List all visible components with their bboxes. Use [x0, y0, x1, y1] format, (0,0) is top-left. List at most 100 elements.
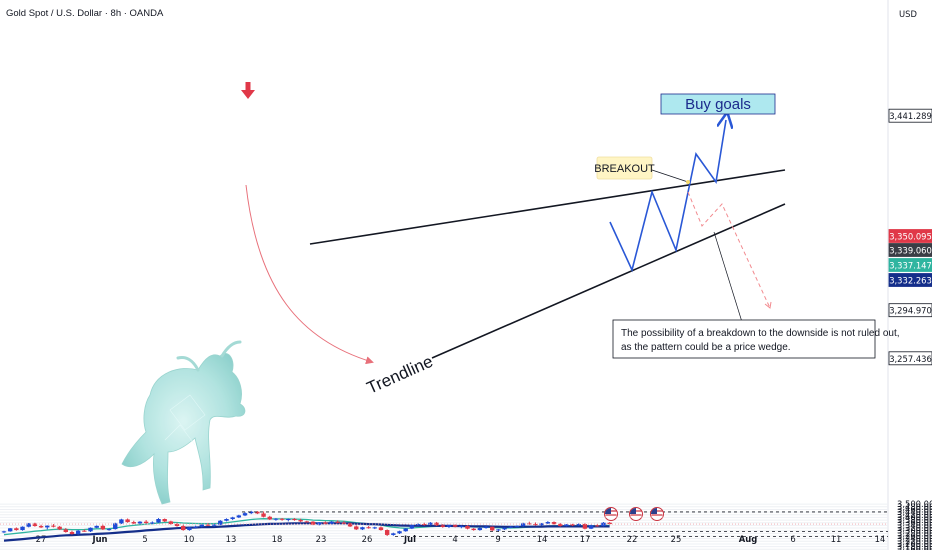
candle-body: [502, 527, 507, 530]
candle-body: [403, 528, 408, 532]
y-axis-ticks: 3,140.0003,160.0003,180.0003,200.0003,22…: [897, 499, 932, 550]
candle-body: [236, 515, 242, 518]
x-tick-label: 9: [495, 534, 500, 544]
event-flags[interactable]: [604, 507, 664, 521]
breakdown-note-box[interactable]: [612, 319, 876, 359]
flag-us-icon[interactable]: [629, 507, 643, 521]
candle-body: [273, 518, 279, 520]
price-label-pill: [888, 273, 932, 287]
flag-us-icon[interactable]: [604, 507, 618, 521]
price-labels: 3,441.289 3,350.095 3,339.060 3,337.147 3,33…: [888, 108, 932, 366]
note-pointer: [713, 231, 743, 323]
candle-body: [527, 523, 532, 525]
y-tick-label: 3,460.000: [897, 504, 932, 514]
x-tick-label: 11: [831, 534, 842, 544]
price-label-text: 3,337.147: [889, 261, 932, 271]
wedge-upper-line[interactable]: [309, 169, 786, 245]
y-tick-label: 3,280.000: [897, 528, 932, 538]
candle-body: [354, 526, 359, 530]
candle-body: [397, 531, 402, 534]
price-label-text: 3,257.436: [889, 354, 932, 364]
candle-body: [261, 513, 266, 517]
candle-body: [292, 519, 297, 521]
candle-body: [446, 525, 452, 527]
candle-body: [224, 519, 229, 521]
candle-body: [211, 524, 217, 526]
candle-body: [100, 525, 106, 530]
candle-body: [63, 529, 68, 533]
candle-body: [514, 526, 520, 528]
price-label-text: 3,339.060: [889, 246, 932, 256]
flag-us-icon[interactable]: [650, 507, 664, 521]
candle-body: [582, 524, 588, 529]
y-tick-label: 3,360.000: [897, 518, 932, 528]
y-tick-label: 3,240.000: [897, 534, 932, 544]
y-tick-label: 3,400.000: [897, 512, 932, 522]
y-tick-label: 3,140.000: [897, 547, 932, 550]
price-label-text: 3,294.970: [889, 306, 932, 316]
breakout-label: BREAKOUT: [594, 163, 655, 175]
candle-body: [378, 527, 384, 531]
breakout-callout[interactable]: [596, 156, 653, 180]
candle-body: [539, 523, 544, 526]
candle-body: [490, 526, 495, 531]
candle-body: [452, 525, 458, 527]
price-label-text: 3,332.263: [889, 276, 932, 286]
candle-body: [249, 511, 254, 514]
candle-body: [335, 521, 340, 523]
drop-curve-arrow: [245, 184, 374, 365]
y-tick-label: 3,220.000: [897, 536, 932, 546]
candle-body: [366, 527, 371, 529]
candle-body: [323, 522, 328, 524]
y-tick-label: 3,260.000: [897, 531, 932, 541]
candle-body: [304, 521, 310, 523]
wedge-lower-line[interactable]: [431, 203, 786, 359]
candle-body: [286, 519, 291, 521]
candle-body: [156, 519, 161, 523]
candle-body: [310, 521, 316, 525]
bearish-projection-path[interactable]: [687, 191, 771, 309]
candle-body: [415, 524, 421, 526]
buy-goals-label: Buy goals: [685, 96, 751, 113]
candle-body: [391, 533, 396, 535]
candle-body: [477, 528, 483, 531]
x-axis-ticks: 27 Jun 5 10 13 18 23 26 Jul 4 9 14 17 22 25 Aug 6 11 14: [36, 534, 886, 544]
x-tick-label: 26: [362, 534, 373, 544]
x-tick-label: Jul: [403, 534, 416, 544]
candle-body: [508, 526, 513, 528]
candle-body: [230, 517, 235, 520]
candle-body: [267, 516, 272, 520]
candle-body: [471, 528, 476, 531]
bullish-projection-path[interactable]: [609, 120, 726, 273]
price-label-pill: [888, 243, 932, 257]
breakdown-note-line2: as the pattern could be a price wedge.: [621, 342, 791, 353]
candle-body: [558, 524, 563, 527]
candle-body: [14, 528, 19, 531]
candle-body: [520, 523, 526, 527]
x-tick-label: Aug: [739, 534, 757, 544]
buy-goals-box[interactable]: [660, 93, 776, 115]
candle-body: [106, 529, 112, 531]
candle-body: [384, 530, 390, 535]
x-tick-label: Jun: [91, 534, 107, 544]
x-tick-label: 4: [452, 534, 457, 544]
candle-body: [360, 527, 365, 530]
price-label-pill: [888, 303, 932, 318]
candle-body: [242, 513, 248, 516]
candle-body: [150, 522, 155, 524]
breakout-pointer: [651, 169, 689, 183]
trendline-label: Trendline: [364, 352, 436, 398]
candle-body: [45, 525, 50, 528]
candle-body: [545, 522, 551, 524]
y-tick-label: 3,300.000: [897, 526, 932, 536]
candle-body: [329, 521, 334, 524]
candle-body: [434, 522, 439, 526]
high-marker-arrow-icon: [241, 82, 255, 99]
candle-body: [564, 524, 569, 527]
candle-body: [119, 519, 124, 524]
candle-body: [298, 520, 303, 522]
x-tick-label: 18: [272, 534, 283, 544]
candle-body: [483, 526, 489, 529]
candle-body: [193, 526, 198, 528]
